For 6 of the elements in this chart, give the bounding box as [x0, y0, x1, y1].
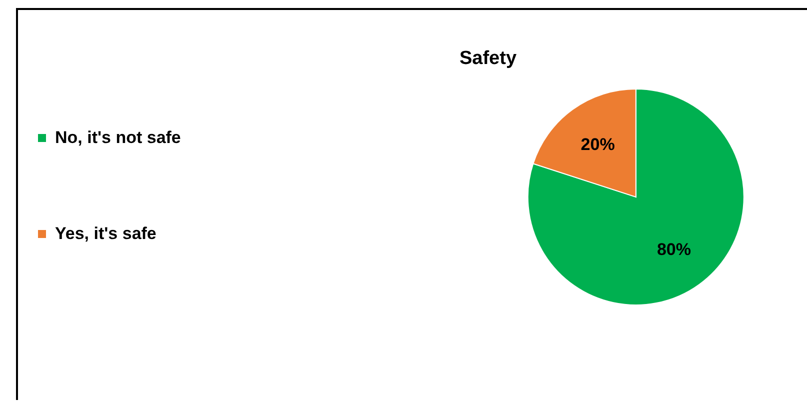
data-label: 20% — [580, 135, 615, 154]
legend-label: No, it's not safe — [55, 128, 181, 148]
data-label: 80% — [656, 240, 691, 259]
pie-slice — [528, 88, 744, 306]
chart-title: Safety — [458, 48, 518, 70]
legend-label: Yes, it's safe — [55, 224, 156, 244]
